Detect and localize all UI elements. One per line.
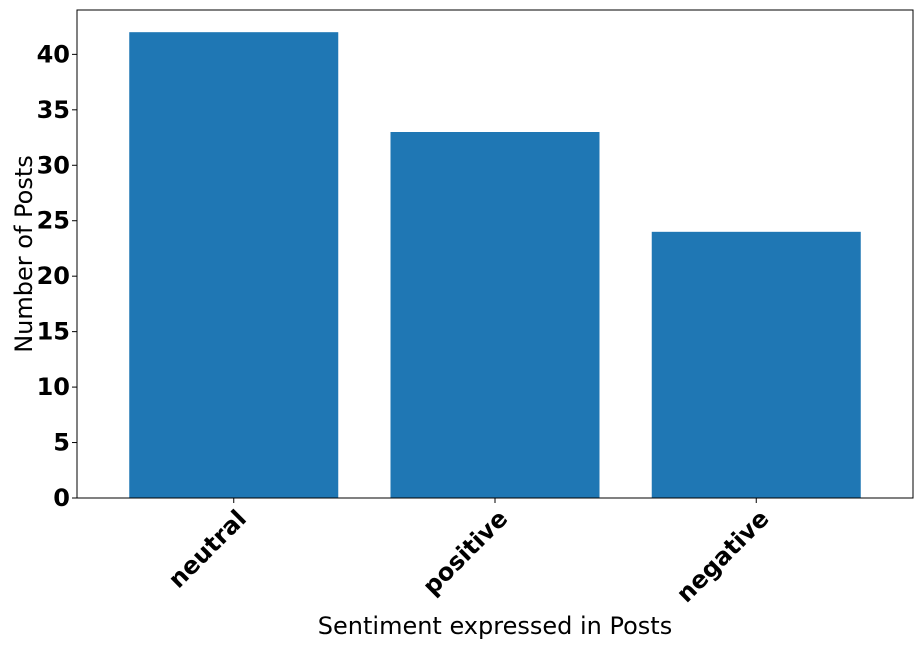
- x-tick-label: neutral: [163, 504, 252, 593]
- y-tick-label: 5: [53, 429, 70, 457]
- plot-area-frame: [76, 9, 914, 499]
- y-tick-label: 15: [37, 318, 70, 346]
- y-tick-label: 25: [37, 207, 70, 235]
- y-tick-label: 20: [37, 262, 70, 290]
- y-tick-label: 10: [37, 373, 70, 401]
- y-axis-label: Number of Posts: [10, 155, 38, 353]
- bars-group: [129, 32, 861, 498]
- x-tick-label: negative: [671, 504, 774, 607]
- y-tick-label: 30: [37, 151, 70, 179]
- bar-neutral: [129, 32, 339, 498]
- x-tick-label: positive: [417, 504, 513, 600]
- bar-positive: [390, 132, 600, 498]
- y-axis-ticks: 0 5 10 15 20 25 30 35 40: [37, 40, 77, 512]
- bar-negative: [651, 231, 861, 498]
- y-tick-label: 0: [53, 484, 70, 512]
- y-tick-label: 35: [37, 96, 70, 124]
- x-axis-ticks: neutral positive negative: [163, 498, 774, 608]
- x-axis-label: Sentiment expressed in Posts: [318, 612, 672, 640]
- y-tick-label: 40: [37, 40, 70, 68]
